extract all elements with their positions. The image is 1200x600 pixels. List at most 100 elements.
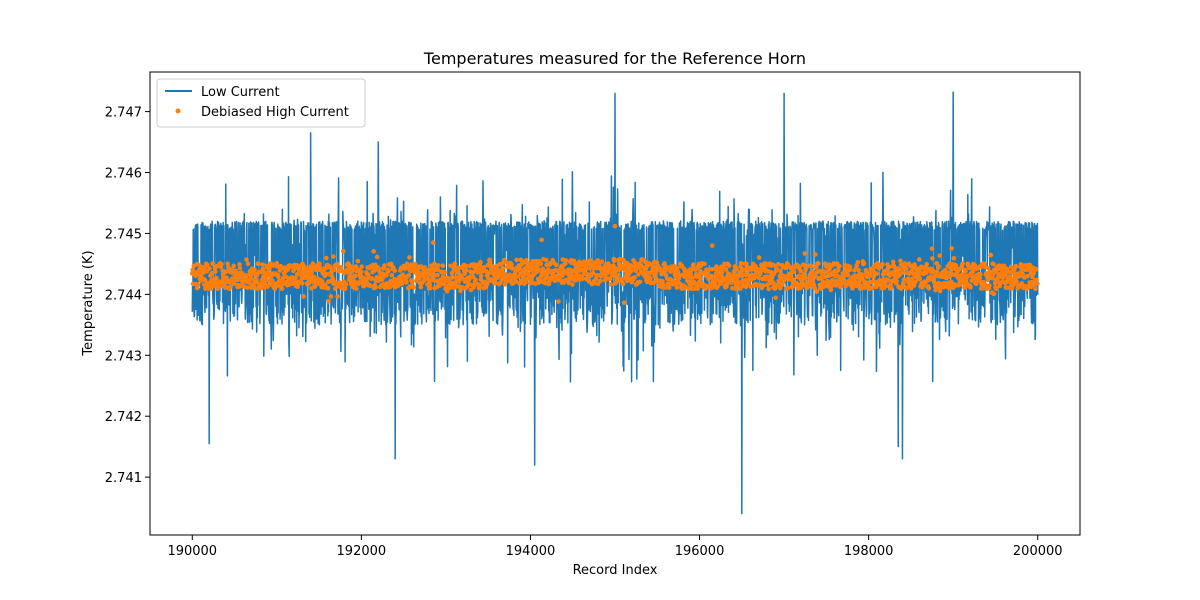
- legend: Low Current Debiased High Current: [156, 78, 366, 128]
- high-current-point: [556, 299, 561, 304]
- high-current-point: [886, 278, 891, 283]
- high-current-point: [633, 268, 639, 274]
- high-current-point: [485, 280, 490, 286]
- high-current-point: [698, 276, 703, 281]
- high-current-point: [252, 267, 257, 273]
- low-current-line: [191, 91, 1039, 515]
- high-current-point: [528, 280, 533, 286]
- high-current-point: [547, 260, 553, 266]
- high-current-point: [314, 267, 320, 273]
- high-current-point: [738, 261, 744, 266]
- high-current-point: [301, 294, 307, 299]
- high-current-point: [359, 269, 364, 274]
- high-current-point: [855, 259, 861, 265]
- high-current-point: [828, 287, 834, 293]
- x-tick-label: 200000: [1013, 544, 1063, 559]
- high-current-point: [662, 261, 667, 266]
- x-tick-label: 194000: [506, 544, 556, 559]
- high-current-point: [477, 284, 483, 289]
- high-current-point: [259, 281, 265, 287]
- high-current-point: [801, 262, 806, 267]
- y-tick-label: 2.746: [105, 167, 142, 182]
- high-current-point: [715, 284, 720, 290]
- high-current-point: [744, 261, 749, 267]
- y-tick-label: 2.742: [105, 410, 142, 425]
- high-current-point: [195, 282, 201, 287]
- high-current-point: [999, 267, 1004, 273]
- high-current-point: [924, 261, 929, 267]
- high-current-point: [766, 286, 772, 292]
- high-current-point: [332, 267, 337, 272]
- high-current-point: [688, 271, 694, 277]
- high-current-point: [734, 266, 739, 272]
- high-current-point: [705, 267, 711, 273]
- high-current-point: [1008, 264, 1014, 270]
- legend-label-low-current: Low Current: [201, 85, 280, 100]
- high-current-point: [324, 255, 329, 261]
- high-current-point: [248, 276, 253, 281]
- high-current-point: [421, 278, 427, 283]
- high-current-point: [841, 273, 846, 279]
- high-current-point: [814, 265, 819, 270]
- high-current-point: [408, 268, 413, 274]
- plot-frame: [149, 71, 1081, 536]
- high-current-point: [406, 273, 411, 278]
- high-current-point: [985, 265, 991, 271]
- high-current-point: [1033, 266, 1039, 272]
- high-current-point: [213, 269, 218, 274]
- high-current-point: [963, 268, 968, 274]
- high-current-point: [431, 273, 436, 279]
- high-current-point: [761, 283, 766, 288]
- high-current-point: [779, 272, 784, 277]
- x-axis: 190000 192000 194000 196000 198000 200000: [167, 535, 1063, 559]
- high-current-point: [384, 273, 389, 278]
- high-current-point: [795, 281, 800, 287]
- high-current-point: [560, 273, 565, 278]
- high-current-point: [343, 282, 349, 287]
- high-current-point: [228, 283, 233, 289]
- high-current-point: [719, 269, 725, 275]
- y-tick-label: 2.747: [105, 106, 142, 121]
- high-current-point: [900, 280, 906, 286]
- high-current-point: [223, 269, 229, 275]
- high-current-point: [944, 269, 950, 275]
- high-current-point: [208, 286, 214, 291]
- high-current-point: [750, 266, 755, 272]
- legend-label-debiased-high-current: Debiased High Current: [201, 105, 349, 120]
- high-current-point: [709, 267, 715, 272]
- high-current-point: [424, 272, 430, 277]
- high-current-point: [995, 267, 1000, 272]
- high-current-point: [802, 251, 808, 256]
- high-current-point: [573, 268, 579, 274]
- high-current-point: [1033, 286, 1038, 292]
- high-current-point: [947, 285, 952, 291]
- high-current-point: [898, 258, 903, 264]
- high-current-point: [978, 272, 983, 277]
- high-current-point: [353, 273, 358, 279]
- high-current-point: [367, 283, 373, 289]
- high-current-point: [202, 277, 208, 283]
- high-current-point: [917, 276, 923, 282]
- high-current-point: [592, 280, 597, 286]
- high-current-point: [452, 261, 458, 266]
- high-current-point: [900, 270, 906, 275]
- high-current-point: [776, 262, 781, 267]
- high-current-point: [953, 263, 959, 268]
- high-current-point: [756, 275, 762, 280]
- high-current-point: [778, 268, 783, 274]
- high-current-point: [229, 267, 235, 272]
- high-current-point: [850, 286, 855, 291]
- high-current-point: [883, 283, 888, 289]
- high-current-point: [1031, 270, 1037, 276]
- high-current-point: [847, 264, 853, 270]
- high-current-point: [937, 253, 943, 258]
- high-current-point: [231, 263, 237, 269]
- high-current-point: [247, 280, 252, 286]
- high-current-point: [509, 262, 514, 267]
- high-current-point: [538, 261, 544, 267]
- high-current-point: [376, 266, 382, 272]
- high-current-point: [890, 259, 896, 265]
- x-tick-label: 198000: [844, 544, 894, 559]
- high-current-point: [309, 285, 314, 291]
- high-current-point: [268, 282, 273, 287]
